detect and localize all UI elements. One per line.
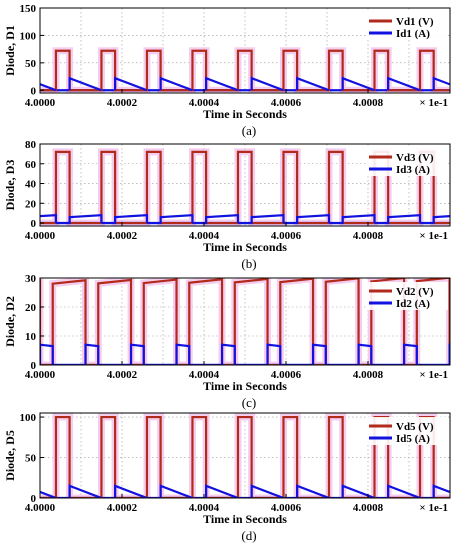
legend-entry-voltage: Vd3 (V): [396, 152, 434, 164]
legend-box: [366, 417, 448, 445]
legend: Vd2 (V)Id2 (A): [366, 282, 448, 310]
x-tick-label: 4.0000: [25, 230, 56, 242]
chart-panel-1: 150 100 50 04.0000 4.0002 4.0004 4.0006 4.0008 ×…: [3, 3, 451, 138]
x-tick-label: 4.0004: [189, 230, 220, 242]
x-tick-label: 4.0008: [353, 97, 384, 109]
y-tick-label: 100: [20, 412, 37, 424]
x-tick-label: 4.0002: [107, 502, 138, 514]
series-line-id3: [40, 213, 450, 225]
y-tick-label: 0: [31, 85, 37, 97]
y-tick-label: 100: [20, 30, 37, 42]
legend-entry-voltage: Vd5 (V): [396, 421, 434, 433]
series-line-vd2: [40, 278, 450, 365]
x-axis-label: Time in Seconds: [203, 107, 287, 121]
x-tick-label: 4.0006: [271, 230, 302, 242]
y-tick-label: 10: [25, 331, 37, 343]
x-tick-label: 4.0006: [271, 502, 302, 514]
y-tick-label: 80: [25, 139, 37, 151]
legend-box: [366, 282, 448, 310]
series-line-vd3: [40, 150, 450, 225]
panel-caption: (b): [241, 256, 256, 271]
x-multiplier: × 1e-1: [419, 502, 448, 514]
x-tick-label: 4.0004: [189, 97, 220, 109]
legend-entry-current: Id1 (A): [396, 28, 430, 40]
x-axis-label: Time in Seconds: [203, 240, 287, 254]
y-tick-label: 50: [25, 453, 37, 465]
x-tick-label: 4.0000: [25, 502, 56, 514]
panel-caption: (d): [241, 528, 256, 543]
series-line-id1: [40, 76, 450, 92]
x-tick-label: 4.0008: [353, 230, 384, 242]
plot-frame: [39, 277, 451, 366]
y-axis-label: Diode, D3: [3, 160, 17, 211]
legend: Vd5 (V)Id5 (A): [366, 417, 448, 445]
y-axis-label: Diode, D5: [3, 430, 17, 481]
y-tick-label: 40: [25, 179, 37, 191]
x-tick-label: 4.0004: [189, 502, 220, 514]
chart-panel-3: 30 20 10 04.0000 4.0002 4.0004 4.0006 4.0008 × 1…: [3, 273, 451, 410]
x-tick-label: 4.0008: [353, 502, 384, 514]
plot-frame: [39, 412, 451, 499]
plot-frame: [39, 143, 451, 227]
y-tick-label: 20: [25, 302, 37, 314]
y-tick-label: 0: [31, 493, 37, 505]
plot-area: [40, 413, 450, 498]
y-tick-label: 60: [25, 159, 37, 171]
x-multiplier: × 1e-1: [419, 230, 448, 242]
legend-entry-current: Id5 (A): [396, 433, 430, 445]
x-tick-label: 4.0002: [107, 230, 138, 242]
plot-area: [40, 47, 450, 93]
series-line-id2: [40, 343, 450, 365]
panel-caption: (a): [242, 123, 256, 138]
y-axis-label: Diode, D2: [3, 296, 17, 347]
x-tick-label: 4.0004: [189, 369, 220, 381]
y-tick-label: 30: [25, 273, 37, 285]
series-line-vd1: [40, 49, 450, 92]
x-axis-label: Time in Seconds: [203, 379, 287, 393]
x-multiplier: × 1e-1: [419, 97, 448, 109]
chart-panel-2: 80 60 40 20 04.0000 4.0002 4.0004 4.0006 4.0008 ×…: [3, 139, 451, 271]
plot-frame: [39, 7, 451, 94]
series-line-vd5: [40, 415, 450, 498]
legend-entry-current: Id2 (A): [396, 298, 430, 310]
plot-area: [40, 148, 450, 226]
legend-entry-voltage: Vd1 (V): [396, 16, 434, 28]
plot-area: [40, 278, 450, 365]
panel-caption: (c): [242, 395, 256, 410]
y-tick-label: 0: [31, 360, 37, 372]
x-multiplier: × 1e-1: [419, 369, 448, 381]
y-tick-label: 20: [25, 198, 37, 210]
legend-entry-voltage: Vd2 (V): [396, 286, 434, 298]
chart-panel-4: 100 50 04.0000 4.0002 4.0004 4.0006 4.0008 × 1e…: [3, 412, 451, 543]
legend: Vd1 (V)Id1 (A): [366, 12, 448, 40]
y-axis-label: Diode, D1: [3, 25, 17, 76]
x-axis-label: Time in Seconds: [203, 512, 287, 526]
x-tick-label: 4.0006: [271, 97, 302, 109]
y-tick-label: 0: [31, 218, 37, 230]
x-tick-label: 4.0006: [271, 369, 302, 381]
series-line-id5: [40, 484, 450, 498]
legend-entry-current: Id3 (A): [396, 164, 430, 176]
x-tick-label: 4.0000: [25, 369, 56, 381]
legend-box: [366, 148, 448, 176]
legend: Vd3 (V)Id3 (A): [366, 148, 448, 176]
legend-box: [366, 12, 448, 40]
y-tick-label: 150: [20, 3, 37, 15]
x-tick-label: 4.0002: [107, 97, 138, 109]
x-tick-label: 4.0000: [25, 97, 56, 109]
y-tick-label: 50: [25, 58, 37, 70]
x-tick-label: 4.0008: [353, 369, 384, 381]
x-tick-label: 4.0002: [107, 369, 138, 381]
